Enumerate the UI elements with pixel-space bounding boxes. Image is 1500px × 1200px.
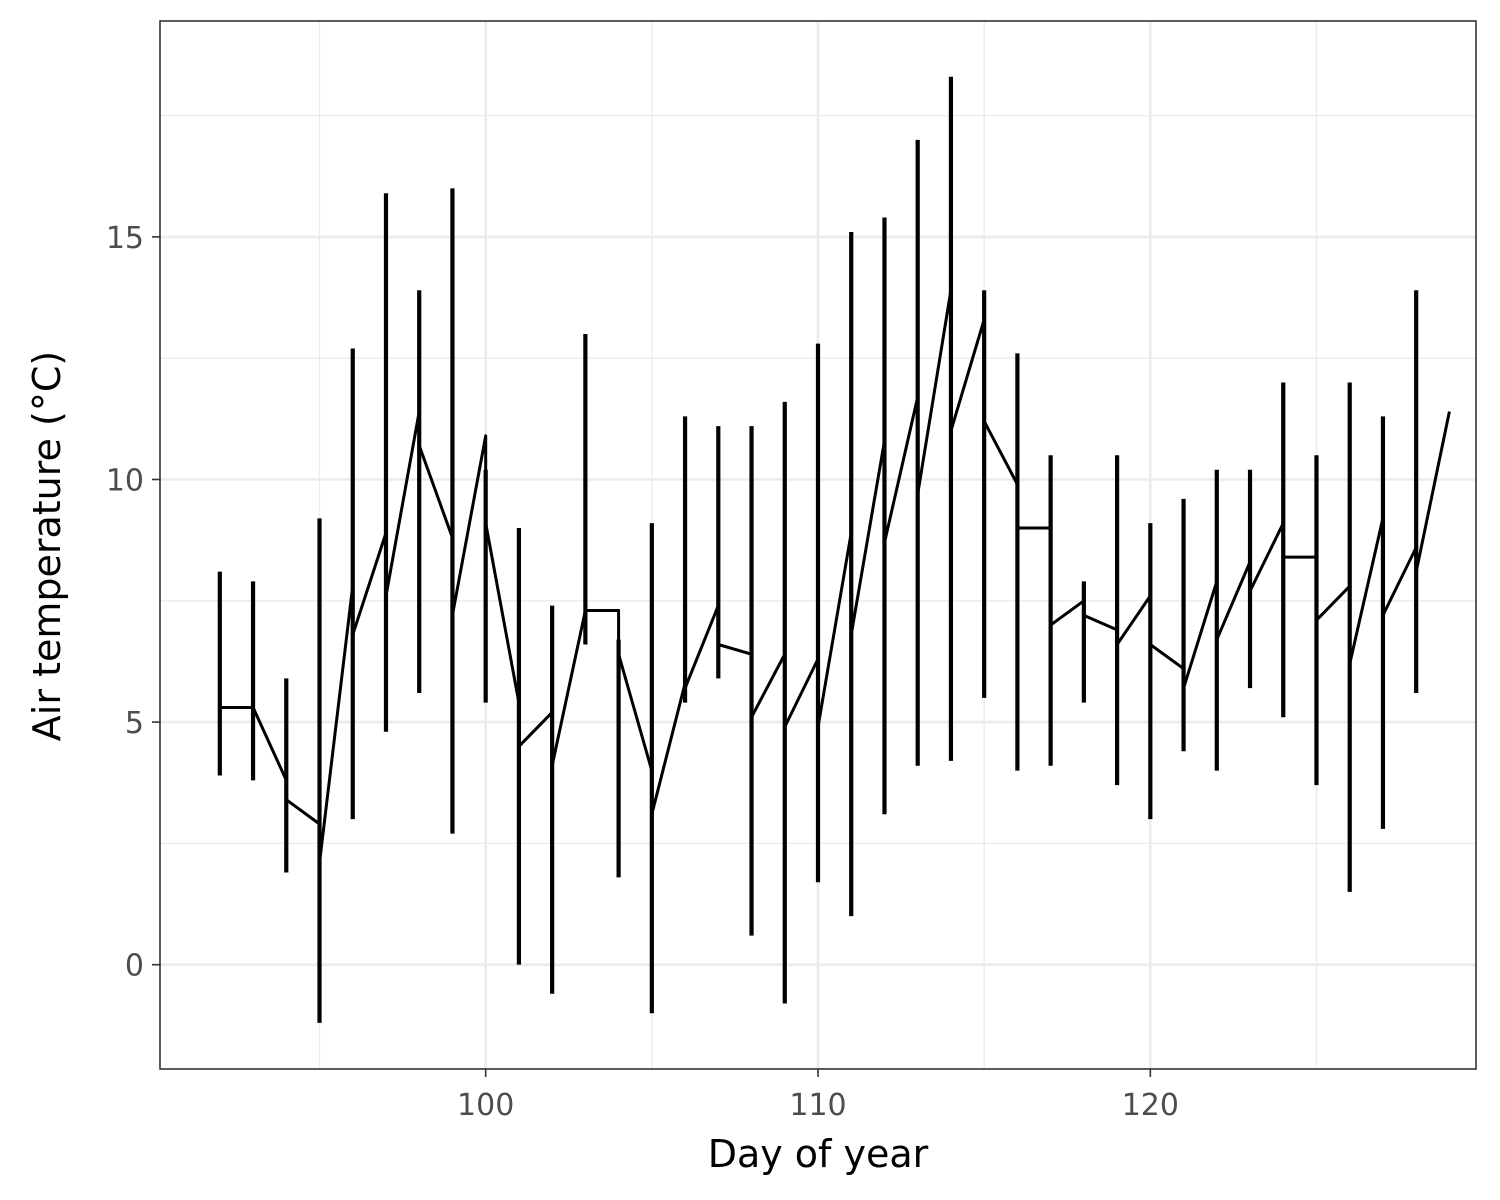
x-tick-label: 120 [1122, 1088, 1179, 1123]
y-tick-label: 10 [106, 464, 144, 499]
x-axis-title: Day of year [708, 1132, 929, 1176]
y-tick-label: 5 [125, 706, 144, 741]
data-marks [217, 76, 1451, 1023]
x-tick-label: 110 [789, 1088, 846, 1123]
x-tick-label: 100 [457, 1088, 514, 1123]
y-tick-label: 15 [106, 221, 144, 256]
y-axis-title: Air temperature (°C) [25, 351, 69, 741]
y-tick-label: 0 [125, 949, 144, 984]
axis-ticks: 100 110 120 0 5 10 15 [106, 221, 1179, 1123]
